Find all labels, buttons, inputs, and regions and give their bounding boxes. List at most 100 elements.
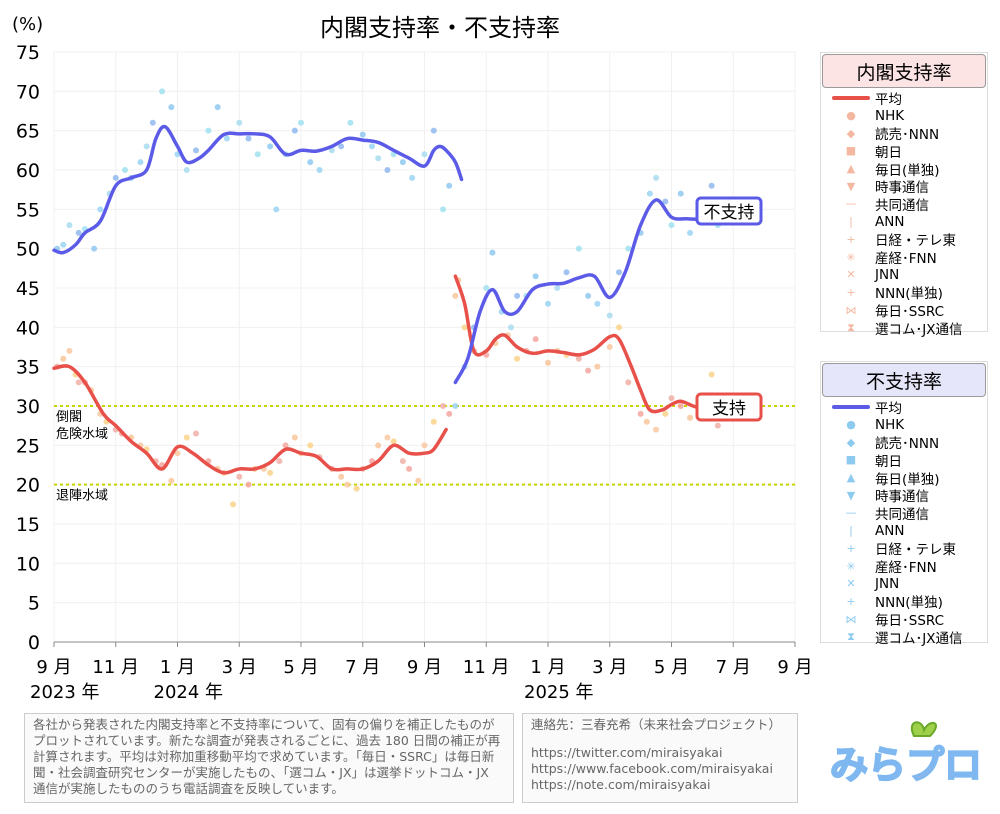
approve-poll-point	[399, 458, 406, 465]
approve-poll-point	[406, 465, 413, 472]
legend-item: ▲ 毎日(単独)	[821, 160, 987, 179]
legend-label: 毎日･SSRC	[875, 304, 945, 321]
legend-item: ⋈ 毎日･SSRC	[821, 301, 987, 321]
approve-poll-point	[390, 438, 397, 445]
legend-item: ✕ JNN	[821, 266, 987, 284]
disapprove-poll-point	[653, 174, 660, 181]
legend-label: ANN	[875, 522, 905, 539]
approve-poll-point	[545, 359, 551, 366]
contact-text: 連絡先：三春充希（未来社会プロジェクト）	[531, 717, 782, 732]
disapprove-poll-point	[708, 182, 715, 189]
legend-item: ◆ 読売･NNN	[821, 433, 987, 453]
approve-poll-point	[267, 469, 274, 476]
legend-item: — 共同通信	[821, 195, 987, 214]
y-tick-label: 25	[16, 435, 40, 457]
approve-poll-point	[66, 347, 73, 354]
disapprove-poll-point	[97, 206, 104, 213]
marker-symbol-icon: +	[846, 594, 856, 608]
disapprove-poll-point	[563, 269, 570, 276]
disapprove-poll-point	[616, 269, 623, 276]
legend-disapprove: 不支持率 平均 ● NHK ◆ 読売･NNN ■ 朝日 ▲ 毎日(単独) ▼ 時事通信 — 共同通信 | A…	[820, 361, 988, 647]
link-facebook[interactable]: https://www.facebook.com/miraisyakai	[531, 761, 773, 776]
disapprove-poll-point	[193, 147, 200, 154]
approve-poll-point	[430, 418, 437, 425]
approve-poll-point	[461, 324, 468, 331]
legend-label: 朝日	[875, 453, 902, 470]
approve-poll-point	[452, 292, 459, 299]
approve-poll-point	[344, 481, 351, 488]
legend-item: ⧗ 選コム･JX通信	[821, 319, 987, 338]
disapprove-poll-point	[75, 229, 82, 236]
approve-poll-point	[643, 418, 650, 425]
marker-symbol-icon: ▼	[846, 488, 856, 502]
legend-item: ✳ 産経･FNN	[821, 248, 987, 268]
approve-poll-point	[338, 473, 345, 480]
marker-symbol-icon: +	[846, 285, 856, 299]
marker-symbol-icon: ✕	[846, 268, 856, 282]
legend-item: 平均	[821, 398, 987, 417]
x-tick-label: 7 月	[716, 657, 751, 678]
disapprove-poll-point	[532, 273, 539, 280]
marker-symbol-icon: ⧗	[847, 629, 855, 643]
x-tick-label: 1 月	[160, 657, 195, 678]
disapprove-poll-point	[668, 222, 675, 229]
approve-poll-point	[606, 344, 613, 350]
disapprove-poll-point	[507, 324, 514, 331]
approve-poll-point	[662, 410, 669, 417]
marker-symbol-icon: ⋈	[845, 303, 857, 317]
y-tick-label: 10	[16, 553, 40, 575]
disapprove-poll-point	[440, 206, 447, 213]
legend-label: 共同通信	[875, 197, 929, 214]
approve-end-box	[695, 392, 763, 422]
disapprove-poll-point	[236, 119, 243, 126]
x-tick-label: 7 月	[345, 657, 380, 678]
link-note[interactable]: https://note.com/miraisyakai	[531, 777, 711, 792]
approve-average-line	[453, 274, 714, 414]
disapprove-poll-point	[143, 143, 150, 150]
approve-poll-point	[193, 430, 200, 437]
link-twitter[interactable]: https://twitter.com/miraisyakai	[531, 745, 723, 760]
disapprove-poll-point	[298, 119, 304, 126]
approve-poll-point	[668, 395, 675, 402]
year-label: 2023 年	[30, 682, 100, 703]
disapprove-poll-point	[399, 159, 406, 166]
marker-symbol-icon: ■	[845, 144, 857, 158]
leaf-icon	[910, 721, 937, 737]
marker-symbol-icon: ▲	[846, 162, 856, 176]
disapprove-end-label: 不支持	[704, 203, 755, 223]
miraipro-logo: みらプロ	[829, 721, 983, 788]
disapprove-poll-point	[594, 300, 601, 307]
approve-poll-point	[174, 450, 181, 457]
disapprove-poll-point	[205, 127, 212, 134]
average-lines	[52, 124, 726, 475]
disapprove-poll-point	[514, 292, 521, 299]
y-tick-label: 20	[16, 475, 40, 497]
approve-poll-point	[653, 426, 660, 433]
legend-label: 毎日(単独)	[875, 162, 940, 179]
legend-label: 読売･NNN	[875, 127, 940, 144]
disapprove-poll-point	[430, 127, 437, 134]
disapprove-average-line	[52, 124, 464, 255]
disapprove-poll-point	[137, 159, 144, 166]
approve-poll-point	[245, 481, 252, 488]
legend-item: + 日経・テレ東	[821, 231, 987, 250]
y-tick-label: 65	[16, 121, 40, 143]
disapprove-poll-point	[585, 292, 592, 299]
disapprove-poll-point	[316, 167, 323, 173]
x-tick-label: 9 月	[777, 657, 812, 678]
disapprove-poll-point	[347, 119, 354, 126]
disapprove-poll-point	[369, 143, 376, 150]
approve-poll-point	[687, 414, 694, 421]
legend-label: 平均	[875, 400, 902, 417]
approve-poll-point	[236, 473, 243, 480]
disapprove-poll-point	[159, 88, 166, 95]
marker-symbol-icon: ▲	[846, 471, 856, 485]
x-tick-label: 9 月	[407, 657, 442, 678]
approve-poll-point	[307, 442, 314, 449]
marker-symbol-icon: ✕	[846, 577, 856, 591]
disapprove-average-line	[453, 198, 726, 385]
y-tick-label: 5	[28, 593, 40, 615]
legend-label: NNN(単独)	[875, 286, 943, 303]
